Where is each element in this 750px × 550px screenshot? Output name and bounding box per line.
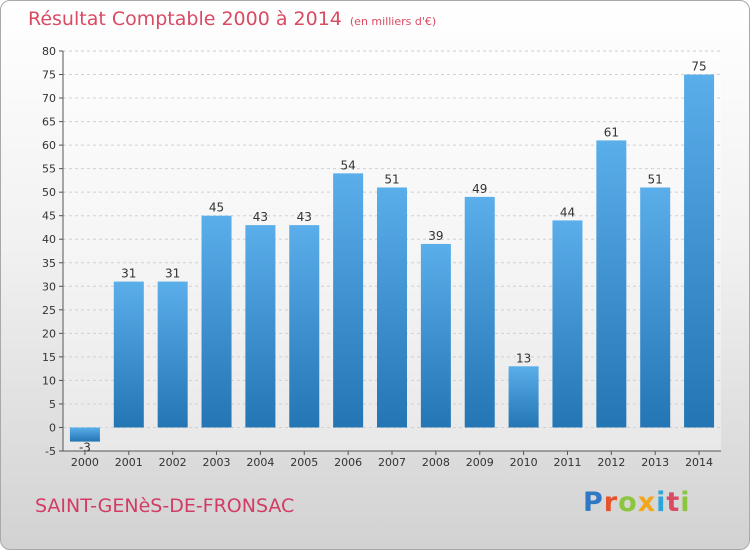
- bar: [596, 140, 627, 428]
- y-tick-label: 20: [42, 327, 56, 340]
- x-tick-label: 2002: [159, 456, 187, 469]
- bar: [201, 215, 232, 428]
- x-tick-label: 2013: [641, 456, 669, 469]
- bar: [464, 196, 495, 428]
- logo-letter: x: [637, 487, 657, 518]
- commune-name: SAINT-GENèS-DE-FRONSAC: [35, 495, 295, 517]
- bar-value-label: -3: [79, 441, 91, 455]
- logo-letter: t: [666, 487, 681, 518]
- x-tick-label: 2004: [246, 456, 274, 469]
- y-tick-label: 80: [42, 45, 56, 58]
- bar: [552, 220, 583, 428]
- y-tick-label: 15: [42, 351, 56, 364]
- bar-value-label: 31: [121, 267, 136, 281]
- y-tick-label: -5: [45, 445, 56, 458]
- bar: [69, 427, 100, 442]
- y-tick-label: 75: [42, 69, 56, 82]
- bar-value-label: 75: [691, 60, 706, 74]
- x-tick-label: 2000: [71, 456, 99, 469]
- chart-title: Résultat Comptable 2000 à 2014 (en millie…: [28, 8, 436, 30]
- bar-value-label: 51: [648, 172, 663, 186]
- y-tick-label: 30: [42, 280, 56, 293]
- logo-letter: o: [618, 487, 638, 518]
- bar-value-label: 13: [516, 351, 531, 365]
- bar: [113, 281, 144, 428]
- bar-value-label: 51: [384, 172, 399, 186]
- y-tick-label: 0: [49, 421, 56, 434]
- x-tick-label: 2003: [203, 456, 231, 469]
- bar: [377, 187, 407, 428]
- x-tick-label: 2010: [510, 456, 538, 469]
- logo-letter: P: [583, 487, 604, 518]
- bar-value-label: 43: [297, 210, 312, 224]
- bar-value-label: 54: [340, 158, 355, 172]
- chart-unit: (en milliers d'€): [349, 15, 437, 28]
- logo-letter: r: [603, 487, 619, 518]
- bar: [420, 243, 451, 428]
- x-tick-label: 2006: [334, 456, 362, 469]
- x-tick-label: 2005: [290, 456, 318, 469]
- y-tick-label: 60: [42, 139, 56, 152]
- bar: [684, 74, 715, 428]
- y-tick-label: 10: [42, 374, 56, 387]
- bar-value-label: 45: [209, 201, 224, 215]
- bar-value-label: 39: [428, 229, 443, 243]
- bar: [640, 187, 671, 428]
- y-tick-label: 50: [42, 186, 56, 199]
- y-tick-label: 40: [42, 233, 56, 246]
- chart-title-text: Résultat Comptable 2000 à 2014: [28, 8, 342, 30]
- bar-value-label: 31: [165, 267, 180, 281]
- x-tick-label: 2009: [466, 456, 494, 469]
- x-tick-label: 2012: [597, 456, 625, 469]
- bar: [508, 366, 539, 428]
- y-tick-label: 25: [42, 304, 56, 317]
- bar: [289, 225, 320, 428]
- proxiti-logo: Proxiti: [583, 487, 691, 518]
- x-tick-label: 2011: [553, 456, 581, 469]
- x-tick-label: 2001: [115, 456, 143, 469]
- y-tick-label: 55: [42, 163, 56, 176]
- bar-value-label: 43: [253, 210, 268, 224]
- logo-letter: i: [680, 487, 691, 518]
- x-tick-label: 2014: [685, 456, 713, 469]
- bar-value-label: 44: [560, 205, 575, 219]
- y-tick-label: 45: [42, 210, 56, 223]
- y-tick-label: 70: [42, 92, 56, 105]
- bar-value-label: 61: [604, 125, 619, 139]
- y-tick-label: 5: [49, 398, 56, 411]
- x-tick-label: 2007: [378, 456, 406, 469]
- logo-letter: i: [656, 487, 667, 518]
- y-tick-label: 35: [42, 257, 56, 270]
- bar: [245, 225, 276, 428]
- bar: [333, 173, 364, 428]
- y-tick-label: 65: [42, 116, 56, 129]
- x-tick-label: 2008: [422, 456, 450, 469]
- bar: [157, 281, 188, 428]
- bar-value-label: 49: [472, 182, 487, 196]
